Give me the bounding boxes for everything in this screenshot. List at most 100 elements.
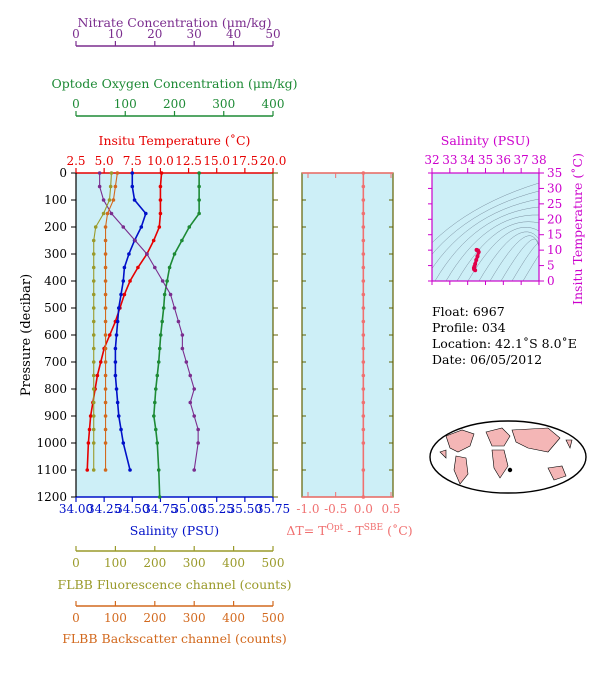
delta-point [361, 171, 366, 175]
oxygen-point [152, 414, 156, 418]
nitrate-point [192, 414, 196, 418]
info-float: Float: 6967 [432, 304, 505, 319]
delta-point [361, 225, 366, 229]
temperature-point [86, 441, 91, 445]
fluorescence-point [107, 198, 112, 202]
nitrate-axis-label: Nitrate Concentration (μm/kg) [78, 15, 272, 30]
oxygen-point [161, 306, 166, 310]
nitrate-point [97, 184, 102, 189]
backscatter-tick-label: 400 [222, 611, 245, 625]
ts-salinity-axis-label: Salinity (PSU) [441, 133, 530, 148]
ts-density-contour [456, 221, 539, 281]
nitrate-point [97, 171, 102, 175]
ts-point [474, 258, 479, 263]
salinity-point [115, 400, 120, 405]
salinity-point [114, 387, 119, 391]
map-landmass [565, 439, 573, 449]
backscatter-point [103, 427, 108, 432]
salinity-point [114, 333, 119, 337]
fluorescence-axis-label: FLBB Fluorescence channel (counts) [58, 577, 292, 592]
map-float-location [507, 467, 513, 473]
salinity-point [119, 292, 123, 297]
oxygen-tick-label: 200 [163, 97, 186, 111]
map-landmass [511, 427, 561, 453]
salinity-point [113, 360, 118, 364]
ts-density-contour [467, 227, 539, 281]
delta-point [361, 373, 366, 378]
delta-tick-label: -0.5 [324, 502, 347, 516]
delta-point [361, 252, 366, 256]
oxygen-point [167, 265, 172, 270]
fluorescence-point [91, 238, 96, 243]
backscatter-point [105, 211, 110, 216]
nitrate-point [101, 198, 106, 202]
fluorescence-point [91, 346, 96, 351]
nitrate-point [180, 333, 185, 337]
oxygen-point [153, 400, 157, 405]
fluorescence-point [91, 319, 96, 324]
salinity-point [122, 265, 127, 270]
salinity-point [127, 252, 131, 256]
backscatter-tick-label: 300 [183, 611, 206, 625]
salinity-tick-label: 35.25 [200, 502, 234, 516]
salinity-tick-label: 35.75 [256, 502, 290, 516]
temperature-point [158, 211, 163, 216]
oxygen-tick-label: 0 [72, 97, 80, 111]
fluorescence-point [91, 414, 96, 418]
delta-point [361, 198, 366, 202]
ts-density-contour [432, 198, 539, 269]
oxygen-point [172, 252, 177, 256]
backscatter-point [103, 306, 108, 310]
oxygen-point [156, 360, 161, 364]
temperature-point [85, 468, 90, 472]
temperature-point [151, 238, 156, 243]
pressure-tick-label: 700 [44, 355, 67, 369]
fluorescence-series-line [93, 172, 113, 470]
oxygen-point [197, 198, 201, 202]
delta-point [361, 319, 366, 324]
salinity-point [139, 225, 144, 229]
temperature-point [95, 373, 100, 378]
temperature-tick-label: 2.5 [66, 154, 85, 168]
temperature-point [157, 225, 162, 229]
salinity-point [121, 441, 126, 445]
fluorescence-point [91, 265, 96, 270]
fluorescence-point [91, 306, 96, 310]
nitrate-point [168, 292, 173, 297]
pressure-tick-label: 800 [44, 382, 67, 396]
temperature-tick-label: 17.5 [231, 154, 258, 168]
ts-salinity-tick-label: 36 [496, 153, 511, 167]
temperature-point [158, 198, 163, 202]
ts-density-contour [434, 206, 539, 281]
map-landmass [439, 449, 447, 459]
delta-point [361, 360, 366, 364]
delta-label-part: (˚C) [383, 523, 413, 538]
temperature-tick-label: 20.0 [260, 154, 287, 168]
info-location: Location: 42.1˚S 8.0˚E [432, 336, 577, 351]
salinity-tick-label: 35.00 [171, 502, 205, 516]
backscatter-point [115, 171, 120, 175]
salinity-point [119, 427, 123, 432]
pressure-tick-label: 200 [44, 220, 67, 234]
temperature-point [107, 333, 112, 337]
map-outline [429, 420, 587, 494]
temperature-point [158, 184, 163, 189]
temperature-tick-label: 10.0 [147, 154, 174, 168]
backscatter-point [103, 333, 108, 337]
oxygen-point [165, 279, 169, 283]
oxygen-point [155, 441, 160, 445]
salinity-axis-label: Salinity (PSU) [130, 523, 219, 538]
oxygen-point [155, 373, 160, 378]
delta-point [361, 306, 366, 310]
fluorescence-point [91, 400, 96, 405]
salinity-point [130, 184, 135, 189]
nitrate-tick-label: 20 [147, 27, 162, 41]
backscatter-point [103, 238, 108, 243]
delta-point [361, 387, 366, 391]
salinity-tick-label: 34.25 [87, 502, 121, 516]
nitrate-tick-label: 0 [72, 27, 80, 41]
fluorescence-tick-label: 400 [222, 556, 245, 570]
backscatter-point [103, 279, 108, 283]
delta-label-part: ΔT= T [286, 523, 327, 538]
